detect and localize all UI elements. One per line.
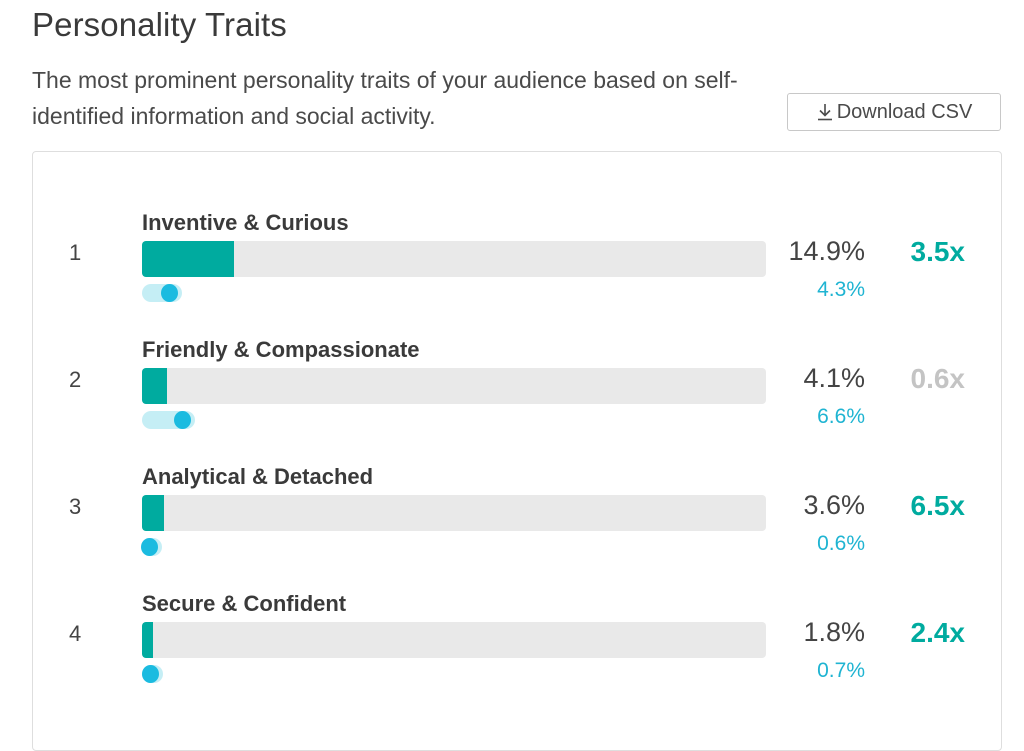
baseline-percent: 0.6% [817, 532, 865, 555]
baseline-percent: 4.3% [817, 278, 865, 301]
trait-rank: 4 [69, 621, 82, 646]
trait-percent: 1.8% [803, 617, 865, 647]
baseline-dot [173, 411, 191, 429]
trait-bar-track [142, 241, 766, 277]
trait-label: Inventive & Curious [142, 210, 349, 235]
trait-bar-fill [142, 368, 168, 404]
trait-rank: 2 [69, 367, 82, 392]
trait-row: 2 Friendly & Compassionate 4.1% 6.6% 0.6… [33, 279, 1001, 429]
baseline-dot [141, 665, 159, 683]
trait-rank: 1 [69, 240, 82, 265]
trait-bar-track [142, 495, 766, 531]
trait-label: Friendly & Compassionate [142, 337, 420, 362]
trait-index: 6.5x [910, 490, 966, 521]
trait-percent: 14.9% [788, 236, 865, 266]
trait-bar-fill [142, 622, 154, 658]
baseline-percent: 0.7% [817, 659, 865, 682]
download-icon [816, 102, 834, 122]
trait-label: Secure & Confident [142, 591, 347, 616]
trait-row: 3 Analytical & Detached 3.6% 0.6% 6.5x [33, 406, 1001, 556]
trait-index: 0.6x [910, 363, 966, 394]
trait-percent: 4.1% [803, 363, 865, 393]
trait-row: 1 Inventive & Curious 14.9% 4.3% 3.5x [33, 152, 1001, 302]
traits-card: 1 Inventive & Curious 14.9% 4.3% 3.5x 2 … [32, 151, 1002, 751]
trait-percent: 3.6% [803, 490, 865, 520]
trait-rank: 3 [69, 494, 82, 519]
trait-bar-track [142, 622, 766, 658]
trait-bar-fill [142, 241, 235, 277]
trait-bar-fill [142, 495, 165, 531]
baseline-dot [161, 284, 179, 302]
baseline-percent: 6.6% [817, 405, 865, 428]
trait-row: 4 Secure & Confident 1.8% 0.7% 2.4x [33, 533, 1001, 683]
page-subtitle: The most prominent personality traits of… [32, 67, 738, 129]
download-csv-button[interactable]: Download CSV [787, 93, 1001, 131]
trait-index: 3.5x [910, 236, 966, 267]
trait-bar-track [142, 368, 766, 404]
baseline-dot [141, 538, 159, 556]
trait-index: 2.4x [910, 617, 966, 648]
trait-label: Analytical & Detached [142, 464, 374, 489]
page-title: Personality Traits [32, 6, 287, 43]
download-csv-label: Download CSV [836, 100, 973, 123]
